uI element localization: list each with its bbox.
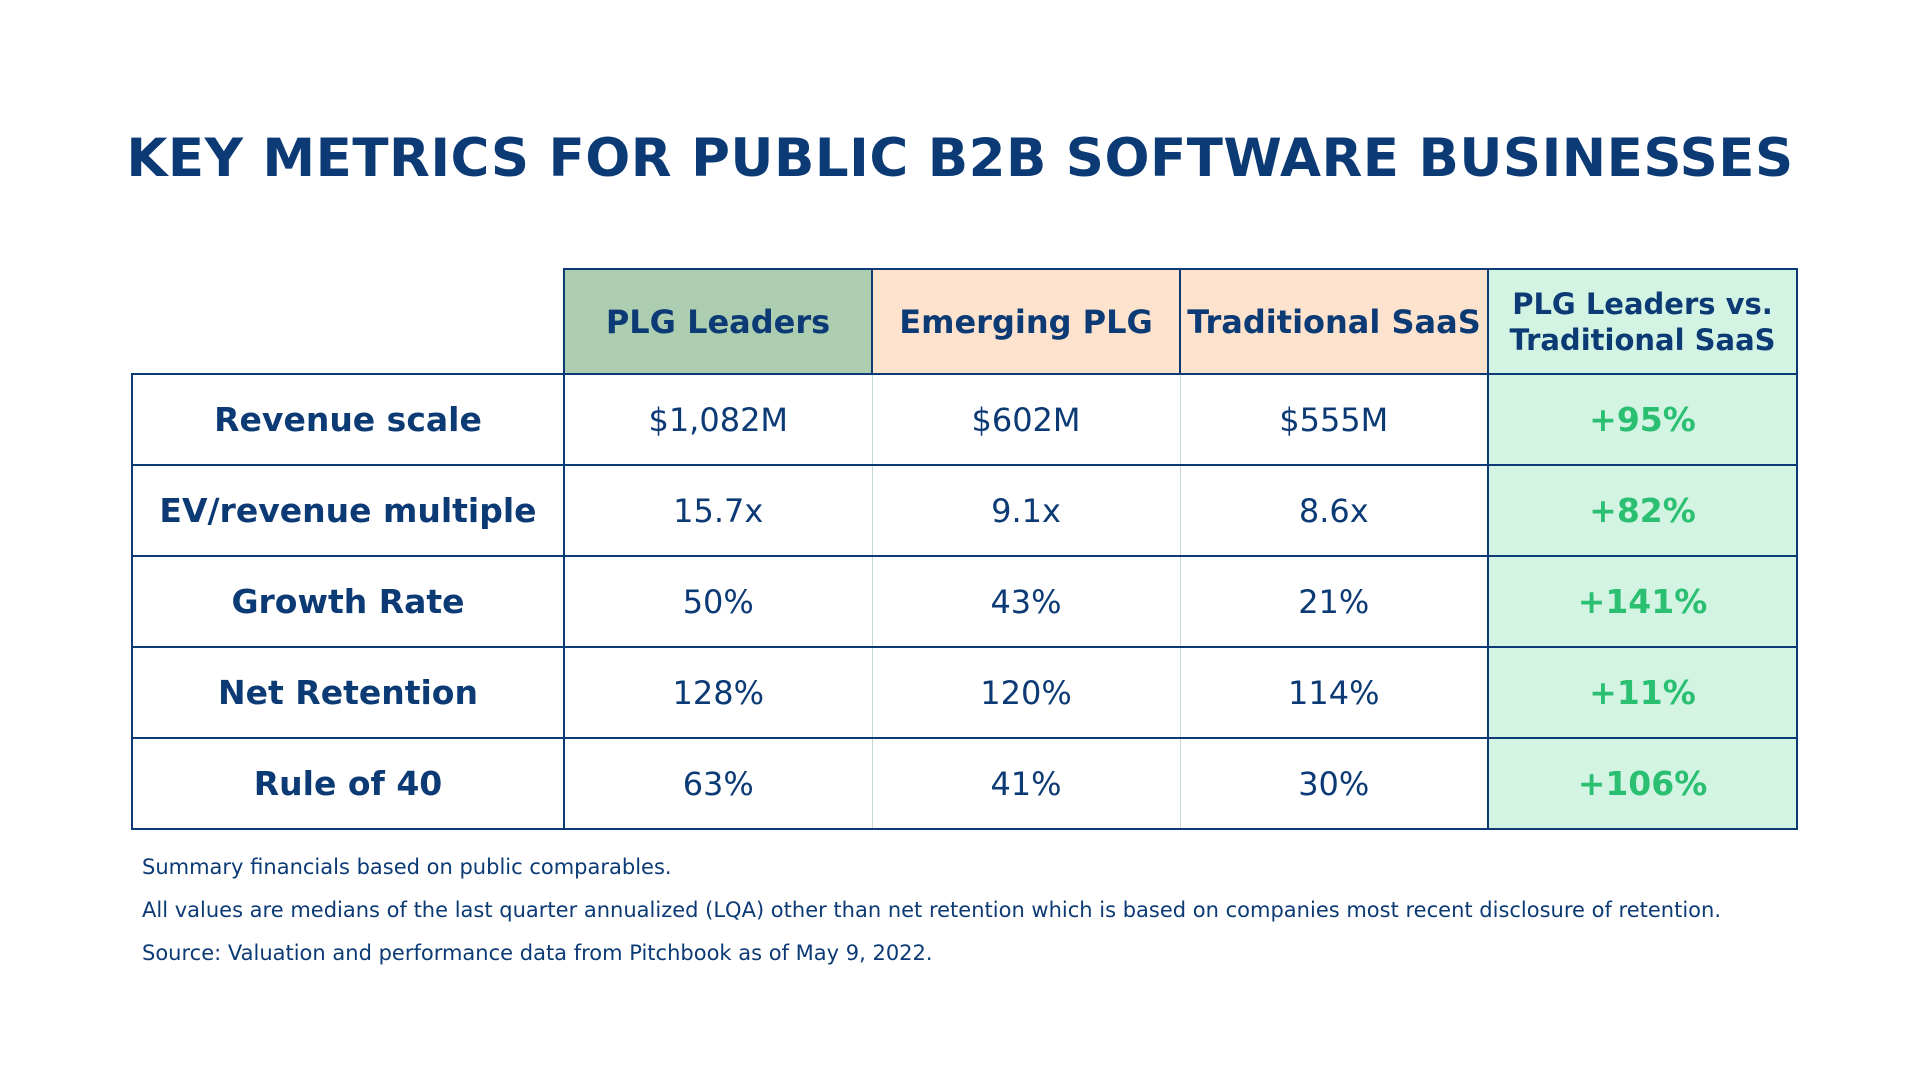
column-header-plg-leaders: PLG Leaders: [563, 268, 873, 375]
row-label: Growth Rate: [131, 555, 565, 648]
column-header-plg-vs-traditional: PLG Leaders vs. Traditional SaaS: [1487, 268, 1798, 375]
table-row: Rule of 40 63% 41% 30% +106%: [131, 737, 1798, 830]
table-corner-cell: [132, 269, 564, 374]
footnote-source: Source: Valuation and performance data f…: [142, 941, 933, 965]
delta-cell: +11%: [1487, 646, 1798, 739]
value-cell: $555M: [1179, 373, 1489, 466]
table-row: EV/revenue multiple 15.7x 9.1x 8.6x +82%: [131, 464, 1798, 557]
row-label: Net Retention: [131, 646, 565, 739]
table-row: Growth Rate 50% 43% 21% +141%: [131, 555, 1798, 648]
row-label: EV/revenue multiple: [131, 464, 565, 557]
metrics-table: PLG Leaders Emerging PLG Traditional Saa…: [131, 268, 1798, 830]
row-label: Rule of 40: [131, 737, 565, 830]
column-header-label: PLG Leaders vs. Traditional SaaS: [1509, 286, 1776, 357]
value-cell: 63%: [563, 737, 873, 830]
column-header-traditional-saas: Traditional SaaS: [1179, 268, 1489, 375]
row-label: Revenue scale: [131, 373, 565, 466]
table-row: Net Retention 128% 120% 114% +11%: [131, 646, 1798, 739]
table-header-row: PLG Leaders Emerging PLG Traditional Saa…: [132, 268, 1798, 375]
column-header-label: Traditional SaaS: [1187, 302, 1481, 341]
delta-cell: +95%: [1487, 373, 1798, 466]
footnote-methodology: All values are medians of the last quart…: [142, 898, 1722, 922]
delta-cell: +106%: [1487, 737, 1798, 830]
value-cell: 9.1x: [871, 464, 1181, 557]
column-header-label: Emerging PLG: [899, 302, 1153, 341]
delta-cell: +141%: [1487, 555, 1798, 648]
value-cell: 43%: [871, 555, 1181, 648]
value-cell: 114%: [1179, 646, 1489, 739]
footnotes: Summary financials based on public compa…: [142, 846, 1721, 975]
value-cell: $602M: [871, 373, 1181, 466]
footnote-summary: Summary financials based on public compa…: [142, 855, 672, 879]
delta-cell: +82%: [1487, 464, 1798, 557]
value-cell: 30%: [1179, 737, 1489, 830]
value-cell: 15.7x: [563, 464, 873, 557]
value-cell: 120%: [871, 646, 1181, 739]
value-cell: 8.6x: [1179, 464, 1489, 557]
value-cell: $1,082M: [563, 373, 873, 466]
column-header-label: PLG Leaders: [605, 302, 831, 341]
page-title: KEY METRICS FOR PUBLIC B2B SOFTWARE BUSI…: [126, 128, 1794, 189]
value-cell: 128%: [563, 646, 873, 739]
column-header-emerging-plg: Emerging PLG: [871, 268, 1181, 375]
value-cell: 50%: [563, 555, 873, 648]
value-cell: 21%: [1179, 555, 1489, 648]
table-body: Revenue scale $1,082M $602M $555M +95% EV/rev…: [131, 373, 1798, 830]
table-row: Revenue scale $1,082M $602M $555M +95%: [131, 373, 1798, 466]
value-cell: 41%: [871, 737, 1181, 830]
